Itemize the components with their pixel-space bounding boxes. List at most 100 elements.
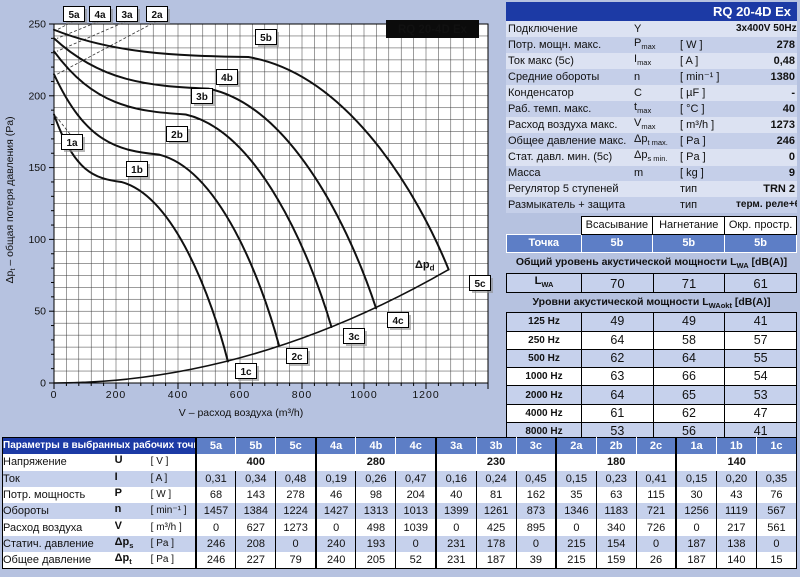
svg-text:1b: 1b bbox=[131, 165, 143, 176]
row-speed: Обороты n [ min⁻¹ ] 1457 1384 1224 1427 1313… bbox=[2, 503, 797, 520]
value-cell: 1273 bbox=[275, 519, 316, 536]
value-cell: 627 bbox=[235, 519, 276, 536]
svg-text:3b: 3b bbox=[196, 92, 208, 103]
value-cell: 58 bbox=[652, 330, 726, 350]
lwa-title: Общий уровень акустической мощности LWA … bbox=[506, 256, 797, 270]
octave-row-4000: 4000 Hz 61 62 47 bbox=[506, 403, 797, 424]
row-power: Потр. мощность P [ W ] 68 143 278 46 98 204 40… bbox=[2, 486, 797, 504]
spec-unit: [ Pa ] bbox=[678, 149, 734, 166]
param-name: Статич. давление bbox=[2, 535, 115, 553]
value-cell: 180 bbox=[555, 454, 677, 471]
value-cell: 49 bbox=[581, 312, 654, 332]
value-cell: 15 bbox=[755, 552, 797, 569]
acoustic-col-suction: Всасывание bbox=[580, 215, 654, 235]
spectrum-title-post: [dB(A)] bbox=[731, 296, 771, 309]
spec-value: TRN 2 bbox=[734, 181, 797, 198]
acoustic-header-row: Всасывание Нагнетание Окр. простр. bbox=[507, 215, 797, 235]
value-cell: 0,20 bbox=[715, 470, 757, 487]
value-cell: 0,41 bbox=[635, 470, 677, 487]
param-unit: [ m³/h ] bbox=[150, 519, 196, 536]
spec-symbol: m bbox=[632, 165, 678, 182]
value-cell: 240 bbox=[314, 552, 356, 569]
param-name: Напряжение bbox=[2, 454, 115, 471]
octave-band-table: 125 Hz 49 49 41 250 Hz 64 58 57 500 Hz 62 64 55 1… bbox=[506, 312, 797, 442]
value-cell: 726 bbox=[635, 519, 677, 536]
value-cell: 1313 bbox=[355, 503, 396, 520]
spec-label: Общее давление макс. bbox=[506, 133, 632, 150]
curve-label-1b: 1b bbox=[126, 161, 150, 179]
value-cell: 0 bbox=[675, 519, 717, 536]
spec-value: 1273 bbox=[734, 116, 797, 134]
value-cell: 3a bbox=[435, 437, 477, 455]
svg-text:1000: 1000 bbox=[350, 389, 377, 401]
value-cell: 204 bbox=[395, 486, 437, 504]
value-cell: 3c bbox=[515, 437, 557, 455]
spec-label: Ток макс (5с) bbox=[506, 52, 632, 70]
spec-unit: [ °C ] bbox=[678, 100, 734, 117]
bt-header-row: Параметры в выбранных рабочих точках 5a 5… bbox=[2, 437, 797, 455]
lwa-row: LWA 70 71 61 bbox=[506, 272, 797, 294]
param-name: Ток bbox=[2, 470, 115, 487]
value-cell: 1224 bbox=[275, 503, 316, 520]
svg-text:2c: 2c bbox=[291, 352, 303, 363]
value-cell: 62 bbox=[652, 403, 726, 424]
value-cell: 205 bbox=[355, 552, 396, 569]
curve-label-5c: 5c bbox=[469, 275, 493, 293]
spec-value: 278 bbox=[734, 36, 797, 53]
value-cell: 64 bbox=[581, 330, 654, 350]
lwa-title-pre: Общий уровень акустической мощности L bbox=[515, 255, 737, 268]
spec-symbol: Pmax bbox=[632, 36, 678, 53]
value-cell: 1457 bbox=[194, 503, 236, 520]
value-cell: 66 bbox=[652, 367, 726, 387]
row-static-pressure: Статич. давление Δps [ Pa ] 246 208 0 240 19… bbox=[2, 535, 797, 553]
spec-unit bbox=[678, 21, 734, 37]
spec-unit: [ m³/h ] bbox=[678, 116, 734, 134]
spec-value: 1380 bbox=[734, 69, 797, 85]
param-name: Расход воздуха bbox=[2, 519, 115, 536]
curve-label-4a: 4a bbox=[89, 6, 113, 24]
spec-symbol: Δpt max. bbox=[632, 133, 678, 150]
value-cell: 63 bbox=[595, 486, 637, 504]
value-cell: 0 bbox=[555, 519, 597, 536]
spec-label: Подключение bbox=[506, 21, 632, 37]
value-cell: 873 bbox=[515, 503, 557, 520]
value-cell: 1399 bbox=[435, 503, 477, 520]
spec-label: Конденсатор bbox=[506, 84, 632, 101]
spec-symbol: tmax bbox=[632, 100, 678, 117]
value-cell: 79 bbox=[275, 552, 316, 569]
value-cell: 0,26 bbox=[355, 470, 396, 487]
value-cell: 5c bbox=[275, 437, 316, 455]
row-current: Ток I [ A ] 0,31 0,34 0,48 0,19 0,26 0,47 0,16… bbox=[2, 470, 797, 487]
octave-label: 500 Hz bbox=[506, 348, 582, 369]
octave-label: 250 Hz bbox=[506, 330, 582, 350]
spec-panel: RQ 20-4D Ex Подключение Y 3x400V 50Hz Потр.… bbox=[506, 2, 797, 442]
value-cell: 0,45 bbox=[515, 470, 557, 487]
value-cell: 39 bbox=[515, 552, 557, 569]
svg-text:0: 0 bbox=[51, 389, 58, 401]
lwa-sym-base: L bbox=[534, 275, 542, 287]
curve-label-3b: 3b bbox=[191, 88, 215, 106]
value-cell: 280 bbox=[314, 454, 437, 471]
value-cell: 62 bbox=[581, 348, 654, 369]
spec-value: - bbox=[734, 84, 797, 101]
value-cell: 5b bbox=[235, 437, 276, 455]
acoustic-col-ambient: Окр. простр. bbox=[724, 215, 797, 235]
spec-symbol: n bbox=[632, 69, 678, 85]
value-cell: 68 bbox=[194, 486, 236, 504]
value-cell: 71 bbox=[652, 272, 726, 294]
spec-row: Подключение Y 3x400V 50Hz bbox=[506, 21, 797, 37]
value-cell: 70 bbox=[581, 272, 654, 294]
curve-label-1a: 1a bbox=[61, 134, 85, 152]
fan-curve-4 bbox=[53, 37, 378, 310]
value-cell: 5b bbox=[580, 233, 654, 253]
value-cell: 1384 bbox=[235, 503, 276, 520]
svg-text:3c: 3c bbox=[348, 332, 360, 343]
value-cell: 1119 bbox=[715, 503, 757, 520]
blank-cell bbox=[507, 216, 582, 234]
value-cell: 26 bbox=[635, 552, 677, 569]
value-cell: 187 bbox=[475, 552, 517, 569]
value-cell: 1427 bbox=[314, 503, 356, 520]
value-cell: 721 bbox=[635, 503, 677, 520]
bt-title: Параметры в выбранных рабочих точках bbox=[2, 437, 196, 455]
